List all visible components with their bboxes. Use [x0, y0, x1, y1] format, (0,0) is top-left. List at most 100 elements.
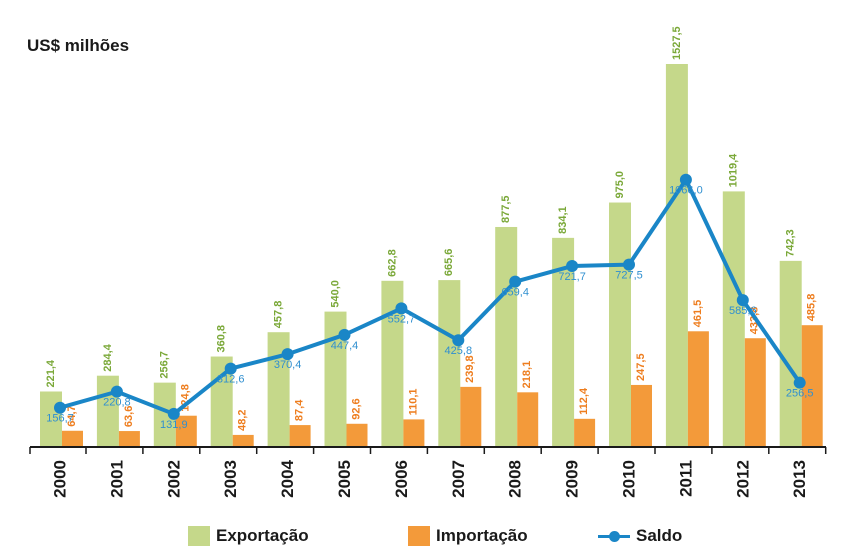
saldo-point-2010: [623, 258, 635, 271]
saldo-point-2009: [566, 260, 579, 273]
x-label-2003: 2003: [221, 460, 240, 498]
import-label-2011: 461,5: [692, 300, 704, 328]
import-bar-2011: [687, 331, 709, 447]
x-label-2009: 2009: [563, 460, 582, 498]
x-label-2012: 2012: [733, 460, 752, 498]
saldo-label-2009: 721,7: [558, 271, 586, 283]
legend-swatch-saldo: [598, 526, 630, 546]
legend-item-saldo: Saldo: [598, 526, 682, 546]
saldo-label-2000: 156,7: [46, 413, 74, 425]
legend-label-saldo: Saldo: [636, 526, 683, 545]
export-label-2010: 975,0: [614, 171, 626, 199]
saldo-label-2004: 370,4: [274, 359, 302, 371]
export-label-2009: 834,1: [557, 206, 569, 234]
import-bar-2007: [460, 386, 482, 447]
export-bar-2002: [153, 382, 176, 447]
import-label-2000: 64,7: [66, 405, 78, 426]
import-label-2010: 247,5: [635, 353, 647, 381]
saldo-label-2011: 1066,0: [669, 185, 703, 197]
import-bar-2009: [574, 418, 596, 447]
saldo-label-2013: 256,5: [786, 388, 814, 400]
import-bar-2013: [801, 325, 823, 447]
export-label-2005: 540,0: [329, 280, 341, 308]
saldo-point-2013: [793, 376, 806, 389]
import-label-2009: 112,4: [578, 387, 590, 415]
export-label-2007: 665,6: [443, 249, 455, 277]
export-bar-2005: [324, 311, 347, 447]
saldo-point-2000: [54, 401, 66, 414]
saldo-label-2007: 425,8: [445, 345, 473, 357]
saldo-point-2003: [224, 362, 237, 375]
import-label-2008: 218,1: [521, 361, 533, 389]
export-label-2004: 457,8: [273, 301, 285, 329]
legend-label-import: Importação: [436, 526, 528, 545]
legend-item-import: Importação: [408, 526, 528, 546]
export-label-2006: 662,8: [386, 249, 398, 277]
x-label-2005: 2005: [335, 460, 354, 498]
saldo-point-2004: [281, 348, 294, 361]
export-label-2008: 877,5: [500, 195, 512, 223]
x-label-2007: 2007: [449, 460, 468, 498]
saldo-point-2007: [452, 334, 465, 347]
saldo-label-2010: 727,5: [615, 270, 643, 282]
export-label-2012: 1019,4: [728, 153, 740, 188]
import-bar-2010: [631, 384, 652, 447]
saldo-point-2008: [509, 275, 522, 288]
x-axis-ticks: [29, 447, 827, 454]
export-label-2003: 360,8: [216, 325, 228, 353]
export-label-2001: 284,4: [102, 343, 114, 371]
x-label-2001: 2001: [107, 460, 126, 498]
saldo-line: [59, 177, 802, 416]
saldo-point-2011: [679, 173, 692, 186]
import-label-2001: 63,6: [123, 406, 135, 427]
legend-item-export: Exportação: [188, 526, 309, 546]
export-data-labels: 221,4 284,4 256,7 360,8 457,8 540,0 662,8 665,6…: [45, 26, 797, 387]
x-label-2013: 2013: [790, 460, 809, 498]
saldo-label-2006: 552,7: [388, 313, 416, 325]
unit-label: US$ milhões: [27, 36, 130, 55]
import-bar-2000: [62, 430, 83, 447]
export-label-2011: 1527,5: [671, 26, 683, 60]
saldo-label-2001: 220,8: [103, 397, 131, 409]
import-bar-2004: [289, 425, 311, 447]
legend-label-export: Exportação: [216, 526, 309, 545]
export-bar-2004: [267, 332, 290, 447]
x-label-2006: 2006: [392, 460, 411, 498]
export-label-2013: 742,3: [785, 229, 797, 257]
saldo-series: [54, 173, 806, 420]
saldo-label-2008: 659,4: [501, 287, 529, 299]
import-bar-2002: [175, 415, 197, 447]
x-label-2010: 2010: [619, 460, 638, 498]
saldo-point-2002: [167, 407, 180, 420]
x-label-2004: 2004: [278, 459, 297, 497]
export-bar-2013: [779, 260, 802, 447]
import-label-2005: 92,6: [350, 398, 362, 419]
legend-swatch-export: [188, 526, 210, 546]
saldo-point-2005: [338, 328, 351, 341]
export-bar-2008: [495, 226, 518, 447]
saldo-data-labels: 156,7 220,8 131,9 312,6 370,4 447,4 552,7 425,8…: [46, 185, 813, 431]
x-label-2011: 2011: [676, 460, 695, 497]
x-label-2008: 2008: [506, 460, 525, 498]
import-bar-2003: [232, 434, 254, 447]
import-label-2004: 87,4: [294, 399, 306, 421]
x-label-2002: 2002: [164, 460, 183, 498]
import-label-2003: 48,2: [237, 409, 249, 430]
saldo-point-2001: [110, 385, 123, 398]
export-bar-2010: [609, 202, 631, 447]
export-bar-2006: [381, 280, 404, 447]
saldo-point-2012: [736, 294, 749, 307]
saldo-label-2012: 585,6: [729, 305, 757, 317]
export-bar-2007: [438, 280, 461, 447]
import-label-2007: 239,8: [464, 355, 476, 383]
export-label-2002: 256,7: [159, 351, 171, 379]
saldo-point-2006: [395, 302, 408, 315]
import-bar-2006: [403, 419, 425, 447]
x-axis-tick-labels: 2000 2001 2002 2003 2004 2005 2006 2007 2008 2009…: [50, 459, 809, 497]
export-bars: [40, 64, 802, 447]
import-bar-2012: [744, 338, 766, 447]
import-bar-2008: [517, 392, 539, 447]
import-label-2013: 485,8: [806, 294, 818, 322]
import-bar-2005: [346, 423, 368, 447]
